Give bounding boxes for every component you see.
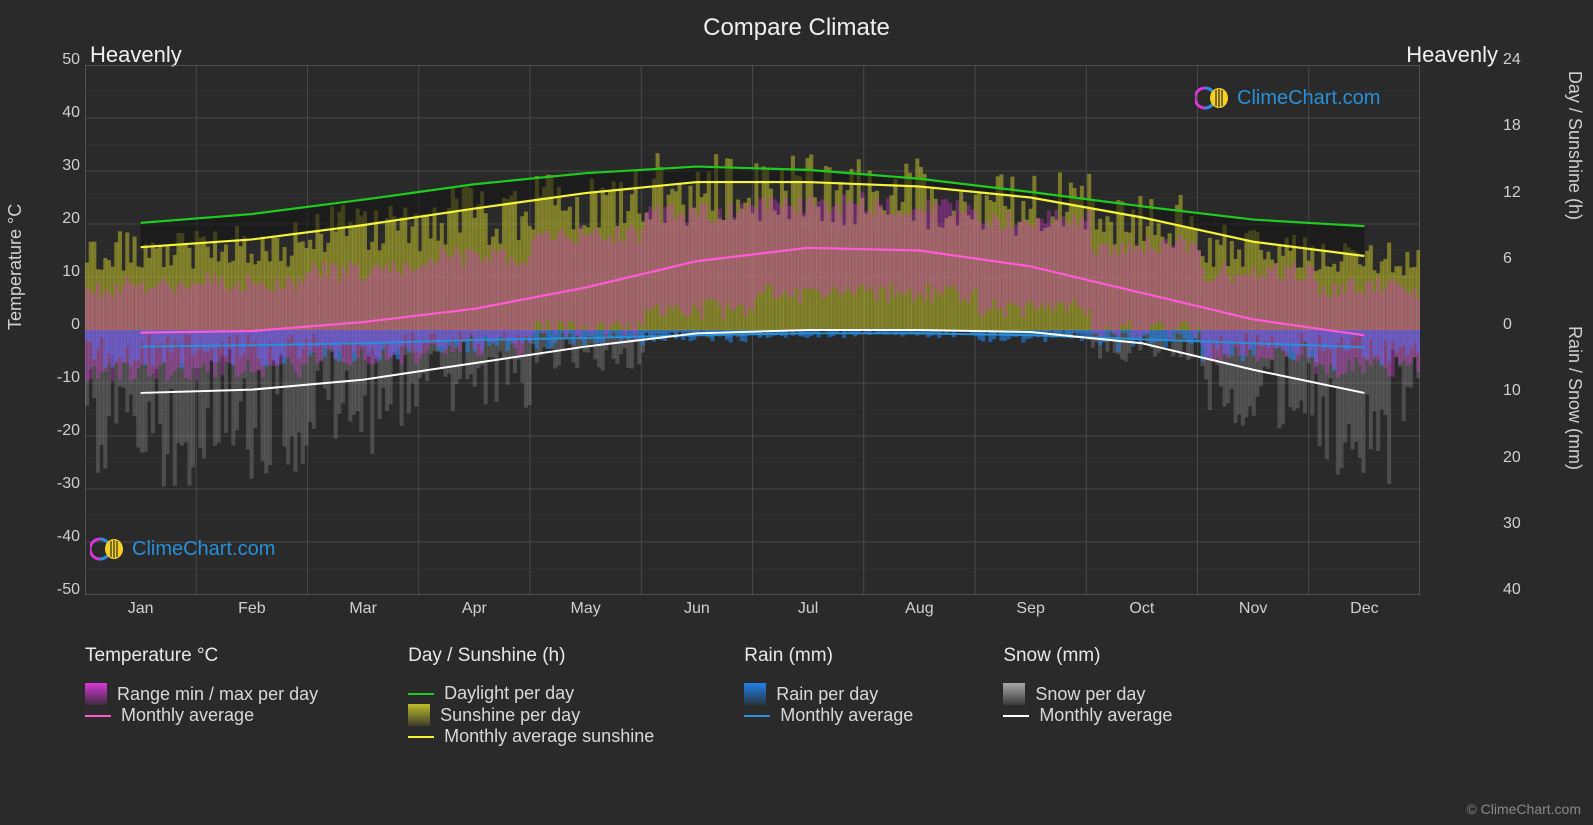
- legend-title: Temperature °C: [85, 645, 318, 667]
- x-tick: Feb: [238, 600, 266, 618]
- y-right-tick: 20: [1503, 449, 1521, 467]
- y-axis-left-label: Temperature °C: [5, 204, 26, 330]
- legend-label: Monthly average sunshine: [444, 726, 654, 747]
- y-left-tick: -10: [45, 369, 80, 387]
- y-right-tick: 24: [1503, 51, 1521, 69]
- legend-label: Range min / max per day: [117, 684, 318, 705]
- x-tick: Oct: [1129, 600, 1154, 618]
- watermark-bottom-left: ClimeChart.com: [90, 535, 275, 563]
- legend-title: Day / Sunshine (h): [408, 645, 654, 667]
- x-tick: Apr: [462, 600, 487, 618]
- y-left-tick: 0: [45, 316, 80, 334]
- y-left-tick: 20: [45, 210, 80, 228]
- legend-line-swatch: [408, 736, 434, 738]
- x-tick: Jul: [798, 600, 818, 618]
- x-tick: Nov: [1239, 600, 1267, 618]
- x-tick: Aug: [905, 600, 933, 618]
- legend-col-temperature: Temperature °C Range min / max per dayMo…: [85, 645, 318, 747]
- legend-label: Sunshine per day: [440, 705, 580, 726]
- legend-item: Monthly average: [744, 705, 913, 726]
- legend-swatch: [1003, 683, 1025, 705]
- legend: Temperature °C Range min / max per dayMo…: [85, 645, 1415, 747]
- legend-label: Monthly average: [1039, 705, 1172, 726]
- legend-item: Range min / max per day: [85, 683, 318, 705]
- chart-title: Compare Climate: [0, 0, 1593, 42]
- legend-title: Rain (mm): [744, 645, 913, 667]
- legend-col-sunshine: Day / Sunshine (h) Daylight per daySunsh…: [408, 645, 654, 747]
- watermark-text: ClimeChart.com: [1237, 87, 1380, 110]
- y-axis-right-label-top: Day / Sunshine (h): [1564, 71, 1585, 220]
- legend-title: Snow (mm): [1003, 645, 1172, 667]
- x-tick: Jan: [128, 600, 154, 618]
- y-right-tick: 40: [1503, 581, 1521, 599]
- legend-item: Monthly average sunshine: [408, 726, 654, 747]
- y-axis-right-label-bottom: Rain / Snow (mm): [1564, 326, 1585, 470]
- chart-plot-area: [85, 65, 1420, 595]
- chart-svg: [85, 65, 1420, 595]
- legend-label: Daylight per day: [444, 683, 574, 704]
- x-tick: Mar: [349, 600, 377, 618]
- legend-swatch: [408, 704, 430, 726]
- legend-label: Snow per day: [1035, 684, 1145, 705]
- x-tick: Dec: [1350, 600, 1378, 618]
- legend-label: Monthly average: [780, 705, 913, 726]
- legend-item: Monthly average: [85, 705, 318, 726]
- y-right-tick: 10: [1503, 382, 1521, 400]
- legend-item: Sunshine per day: [408, 704, 654, 726]
- x-tick: Sep: [1016, 600, 1044, 618]
- climechart-logo-icon: [90, 535, 126, 563]
- legend-col-snow: Snow (mm) Snow per dayMonthly average: [1003, 645, 1172, 747]
- legend-item: Monthly average: [1003, 705, 1172, 726]
- y-right-tick: 30: [1503, 515, 1521, 533]
- watermark-text: ClimeChart.com: [132, 538, 275, 561]
- legend-item: Daylight per day: [408, 683, 654, 704]
- legend-item: Snow per day: [1003, 683, 1172, 705]
- x-tick: May: [571, 600, 601, 618]
- legend-line-swatch: [744, 715, 770, 717]
- legend-col-rain: Rain (mm) Rain per dayMonthly average: [744, 645, 913, 747]
- legend-line-swatch: [1003, 715, 1029, 717]
- watermark-top-right: ClimeChart.com: [1195, 84, 1380, 112]
- y-left-tick: 40: [45, 104, 80, 122]
- y-left-tick: 30: [45, 157, 80, 175]
- x-tick: Jun: [684, 600, 710, 618]
- legend-item: Rain per day: [744, 683, 913, 705]
- legend-label: Rain per day: [776, 684, 878, 705]
- y-left-tick: -30: [45, 475, 80, 493]
- y-right-tick: 6: [1503, 250, 1512, 268]
- y-right-tick: 0: [1503, 316, 1512, 334]
- location-label-right: Heavenly: [1406, 42, 1498, 68]
- y-left-tick: -40: [45, 528, 80, 546]
- y-right-tick: 12: [1503, 184, 1521, 202]
- legend-line-swatch: [85, 715, 111, 717]
- y-left-tick: -20: [45, 422, 80, 440]
- y-left-tick: -50: [45, 581, 80, 599]
- legend-label: Monthly average: [121, 705, 254, 726]
- legend-swatch: [744, 683, 766, 705]
- legend-swatch: [85, 683, 107, 705]
- footer-copyright: © ClimeChart.com: [1466, 801, 1581, 817]
- legend-line-swatch: [408, 693, 434, 695]
- climechart-logo-icon: [1195, 84, 1231, 112]
- y-left-tick: 10: [45, 263, 80, 281]
- y-left-tick: 50: [45, 51, 80, 69]
- y-right-tick: 18: [1503, 117, 1521, 135]
